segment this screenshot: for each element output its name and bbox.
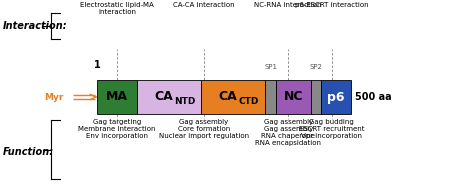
Text: NTD: NTD — [174, 97, 196, 106]
Text: Gag targeting
Membrane interaction
Env incorporation: Gag targeting Membrane interaction Env i… — [78, 119, 156, 139]
Bar — [321, 80, 351, 114]
Bar — [201, 80, 265, 114]
Bar — [137, 80, 201, 114]
Text: SP2: SP2 — [310, 64, 323, 70]
Text: CA-CA interaction: CA-CA interaction — [173, 2, 235, 8]
Text: Electrostatic lipid-MA
interaction: Electrostatic lipid-MA interaction — [80, 2, 154, 15]
Text: NC: NC — [284, 90, 303, 104]
Text: CA: CA — [219, 90, 237, 104]
Text: 1: 1 — [94, 60, 100, 70]
Text: SP1: SP1 — [264, 64, 277, 70]
Text: MA: MA — [106, 90, 128, 104]
Text: Myr: Myr — [45, 93, 64, 101]
Text: Function:: Function: — [2, 147, 54, 157]
Text: 500 aa: 500 aa — [355, 92, 391, 102]
Bar — [311, 80, 321, 114]
Bar — [276, 80, 311, 114]
Bar — [265, 80, 276, 114]
Text: CTD: CTD — [239, 97, 259, 106]
Text: p6: p6 — [327, 90, 345, 104]
Text: Gag budding
ESCRT recruitment
Vpr incorporation: Gag budding ESCRT recruitment Vpr incorp… — [299, 119, 365, 139]
Bar — [97, 80, 137, 114]
Text: NC-RNA interaction: NC-RNA interaction — [255, 2, 322, 8]
Text: Gag assembly
Core formation
Nuclear import regulation: Gag assembly Core formation Nuclear impo… — [159, 119, 249, 139]
Text: CA: CA — [155, 90, 173, 104]
Text: Gag assembly
Gag assembly
RNA chaperone
RNA encapsidation: Gag assembly Gag assembly RNA chaperone … — [255, 119, 321, 146]
Text: Interaction:: Interaction: — [2, 21, 67, 31]
Text: p6-ESCRT interaction: p6-ESCRT interaction — [295, 2, 369, 8]
